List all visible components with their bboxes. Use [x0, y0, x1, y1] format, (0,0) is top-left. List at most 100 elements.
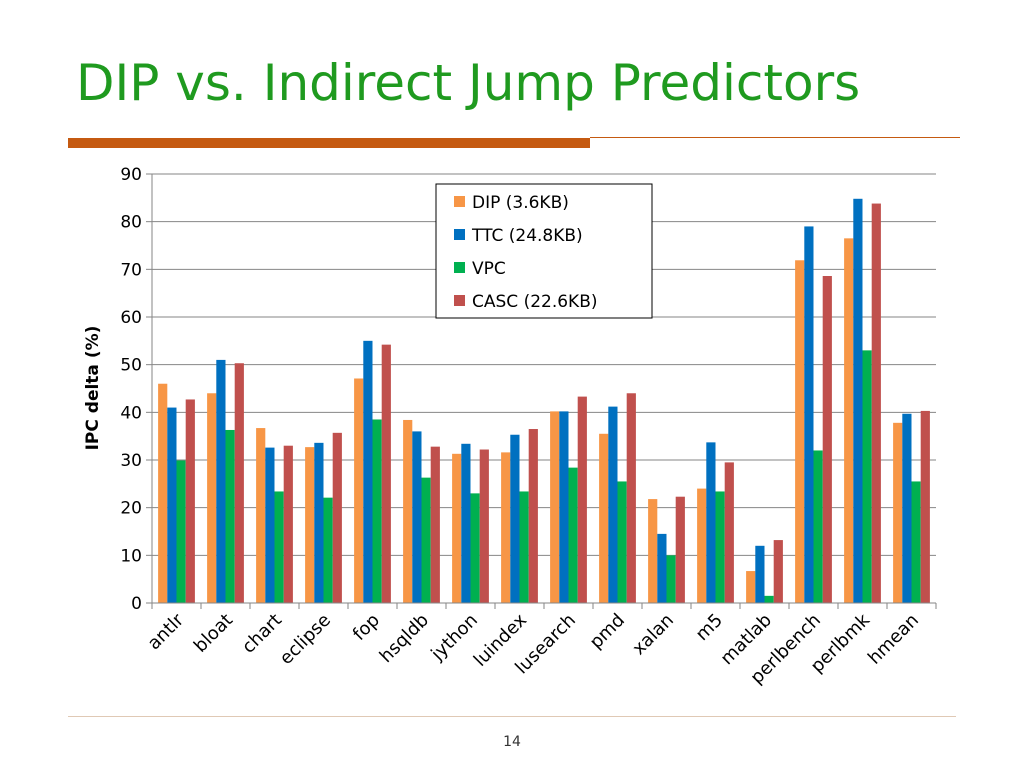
bar-chart-dip-3-6kb: [256, 428, 266, 603]
y-tick-label: 10: [120, 546, 142, 566]
bar-fop-dip-3-6kb: [354, 378, 364, 603]
legend-label-casc-22-6kb: CASC (22.6KB): [472, 292, 598, 312]
bar-pmd-vpc: [617, 481, 627, 603]
category-label-xalan: xalan: [628, 610, 678, 660]
bar-lusearch-dip-3-6kb: [550, 411, 560, 603]
bar-matlab-casc-22-6kb: [773, 540, 783, 603]
legend-label-ttc-24-8kb: TTC (24.8KB): [471, 226, 583, 246]
bar-chart-vpc: [274, 491, 284, 603]
bar-jython-vpc: [470, 493, 480, 603]
category-label-hsqldb: hsqldb: [376, 610, 433, 667]
bar-perlbmk-vpc: [862, 350, 872, 603]
footer-divider: [68, 716, 956, 717]
legend-swatch-dip-3-6kb: [454, 196, 465, 207]
bar-perlbench-ttc-24-8kb: [804, 226, 814, 603]
bar-luindex-dip-3-6kb: [501, 452, 511, 603]
bar-hmean-dip-3-6kb: [893, 422, 903, 603]
bar-luindex-vpc: [519, 491, 529, 603]
slide-title: DIP vs. Indirect Jump Predictors: [76, 54, 861, 112]
bar-jython-casc-22-6kb: [479, 449, 489, 603]
category-label-pmd: pmd: [586, 610, 629, 653]
axes: [151, 174, 937, 609]
page-number: 14: [503, 734, 521, 750]
y-tick-label: 70: [120, 260, 142, 280]
bar-lusearch-vpc: [568, 467, 578, 603]
bar-lusearch-casc-22-6kb: [577, 396, 587, 603]
bar-matlab-dip-3-6kb: [746, 571, 756, 603]
bar-matlab-vpc: [764, 595, 774, 603]
category-label-antlr: antlr: [144, 609, 189, 654]
bar-perlbmk-dip-3-6kb: [844, 238, 854, 603]
bar-m5-ttc-24-8kb: [706, 442, 716, 603]
legend-box: [435, 183, 653, 319]
category-label-m5: m5: [692, 610, 727, 645]
bar-xalan-dip-3-6kb: [648, 499, 658, 603]
y-tick-label: 20: [120, 499, 142, 519]
bar-antlr-dip-3-6kb: [158, 383, 168, 603]
bar-eclipse-ttc-24-8kb: [314, 442, 324, 603]
bar-m5-casc-22-6kb: [724, 462, 734, 603]
y-tick-labels: 0 10 20 30 40 50 60 70 80 90: [120, 165, 142, 614]
bar-xalan-casc-22-6kb: [675, 496, 685, 603]
category-label-eclipse: eclipse: [276, 610, 335, 669]
bar-xalan-vpc: [666, 555, 676, 603]
legend-swatch-ttc-24-8kb: [454, 229, 465, 240]
bar-chart-ttc-24-8kb: [265, 447, 275, 603]
bars: [158, 198, 930, 603]
y-axis-title: IPC delta (%): [83, 326, 103, 451]
bar-pmd-dip-3-6kb: [599, 433, 609, 603]
bar-antlr-casc-22-6kb: [185, 399, 195, 603]
legend-label-dip-3-6kb: DIP (3.6KB): [472, 193, 569, 213]
bar-hsqldb-vpc: [421, 477, 431, 603]
bar-bloat-dip-3-6kb: [207, 393, 217, 603]
bar-perlbench-casc-22-6kb: [822, 276, 832, 603]
bar-hsqldb-ttc-24-8kb: [412, 431, 422, 603]
bar-hmean-casc-22-6kb: [920, 410, 930, 603]
legend-swatch-vpc: [454, 262, 465, 273]
bar-m5-vpc: [715, 491, 725, 603]
bar-perlbench-vpc: [813, 450, 823, 603]
bar-m5-dip-3-6kb: [697, 488, 707, 603]
bar-hmean-vpc: [911, 481, 921, 603]
legend-swatch-casc-22-6kb: [454, 295, 465, 306]
y-tick-label: 0: [131, 594, 142, 614]
bar-matlab-ttc-24-8kb: [755, 545, 765, 603]
title-divider-line: [590, 137, 960, 138]
bar-pmd-ttc-24-8kb: [608, 406, 618, 603]
legend-label-vpc: VPC: [472, 259, 506, 279]
bar-hsqldb-dip-3-6kb: [403, 419, 413, 603]
bar-perlbmk-ttc-24-8kb: [853, 198, 863, 603]
bar-antlr-ttc-24-8kb: [167, 407, 177, 603]
category-label-bloat: bloat: [190, 610, 237, 657]
bar-chart-casc-22-6kb: [283, 445, 293, 603]
category-label-hmean: hmean: [864, 610, 923, 669]
y-tick-label: 30: [120, 451, 142, 471]
y-tick-label: 80: [120, 213, 142, 233]
title-accent-bar: [68, 138, 590, 148]
bar-jython-ttc-24-8kb: [461, 443, 471, 603]
legend: DIP (3.6KB) TTC (24.8KB) VPC CASC (22.6KB): [435, 183, 653, 319]
bar-eclipse-casc-22-6kb: [332, 432, 342, 603]
y-tick-label: 90: [120, 165, 142, 185]
bar-fop-vpc: [372, 419, 382, 603]
bar-fop-casc-22-6kb: [381, 344, 391, 603]
bar-jython-dip-3-6kb: [452, 453, 462, 603]
bar-fop-ttc-24-8kb: [363, 340, 373, 603]
bar-bloat-vpc: [225, 429, 235, 603]
bar-hsqldb-casc-22-6kb: [430, 446, 440, 603]
bar-xalan-ttc-24-8kb: [657, 533, 667, 603]
bar-bloat-casc-22-6kb: [234, 363, 244, 603]
bar-hmean-ttc-24-8kb: [902, 413, 912, 603]
bar-lusearch-ttc-24-8kb: [559, 411, 569, 603]
bar-eclipse-dip-3-6kb: [305, 447, 315, 603]
bar-antlr-vpc: [176, 460, 186, 603]
bar-eclipse-vpc: [323, 497, 333, 603]
bar-perlbmk-casc-22-6kb: [871, 203, 881, 603]
bar-perlbench-dip-3-6kb: [795, 260, 805, 603]
y-tick-label: 50: [120, 356, 142, 376]
y-tick-label: 60: [120, 308, 142, 328]
bar-bloat-ttc-24-8kb: [216, 359, 226, 603]
y-tick-label: 40: [120, 403, 142, 423]
